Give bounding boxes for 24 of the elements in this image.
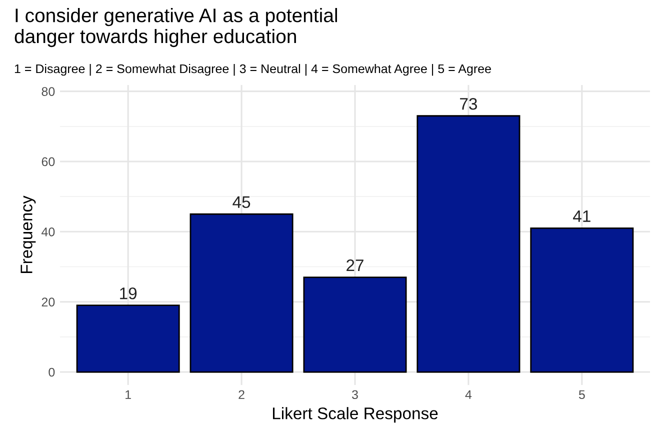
y-tick-label: 40 <box>42 227 55 236</box>
bar <box>530 227 634 373</box>
y-tick-label: 20 <box>42 298 55 306</box>
x-tick-label: 3 <box>352 390 358 400</box>
chart-subtitle: 1 = Disagree | 2 = Somewhat Disagree | 3 = Neutral | 4 = Somewhat Agree | 5 = Agree <box>14 64 491 76</box>
bar <box>303 276 407 373</box>
y-tick-label: 60 <box>42 157 55 166</box>
x-tick-label: 4 <box>465 390 472 399</box>
chart-title: I consider generative AI as a potential danger towards higher education <box>14 8 337 48</box>
data-label: 73 <box>460 98 477 110</box>
bar <box>416 115 520 373</box>
data-label: 41 <box>573 210 590 222</box>
bar <box>76 304 180 373</box>
data-label: 45 <box>232 196 250 208</box>
x-tick-label: 5 <box>578 390 585 400</box>
x-tick-label: 2 <box>238 390 244 399</box>
bar <box>190 213 294 373</box>
data-label: 27 <box>346 259 364 272</box>
y-axis-title: Frequency <box>20 196 36 273</box>
y-tick-label: 80 <box>42 87 55 96</box>
y-tick-label: 0 <box>48 368 55 377</box>
x-axis-title: Likert Scale Response <box>272 407 438 423</box>
data-label: 19 <box>120 287 137 300</box>
x-tick-label: 1 <box>126 390 131 399</box>
